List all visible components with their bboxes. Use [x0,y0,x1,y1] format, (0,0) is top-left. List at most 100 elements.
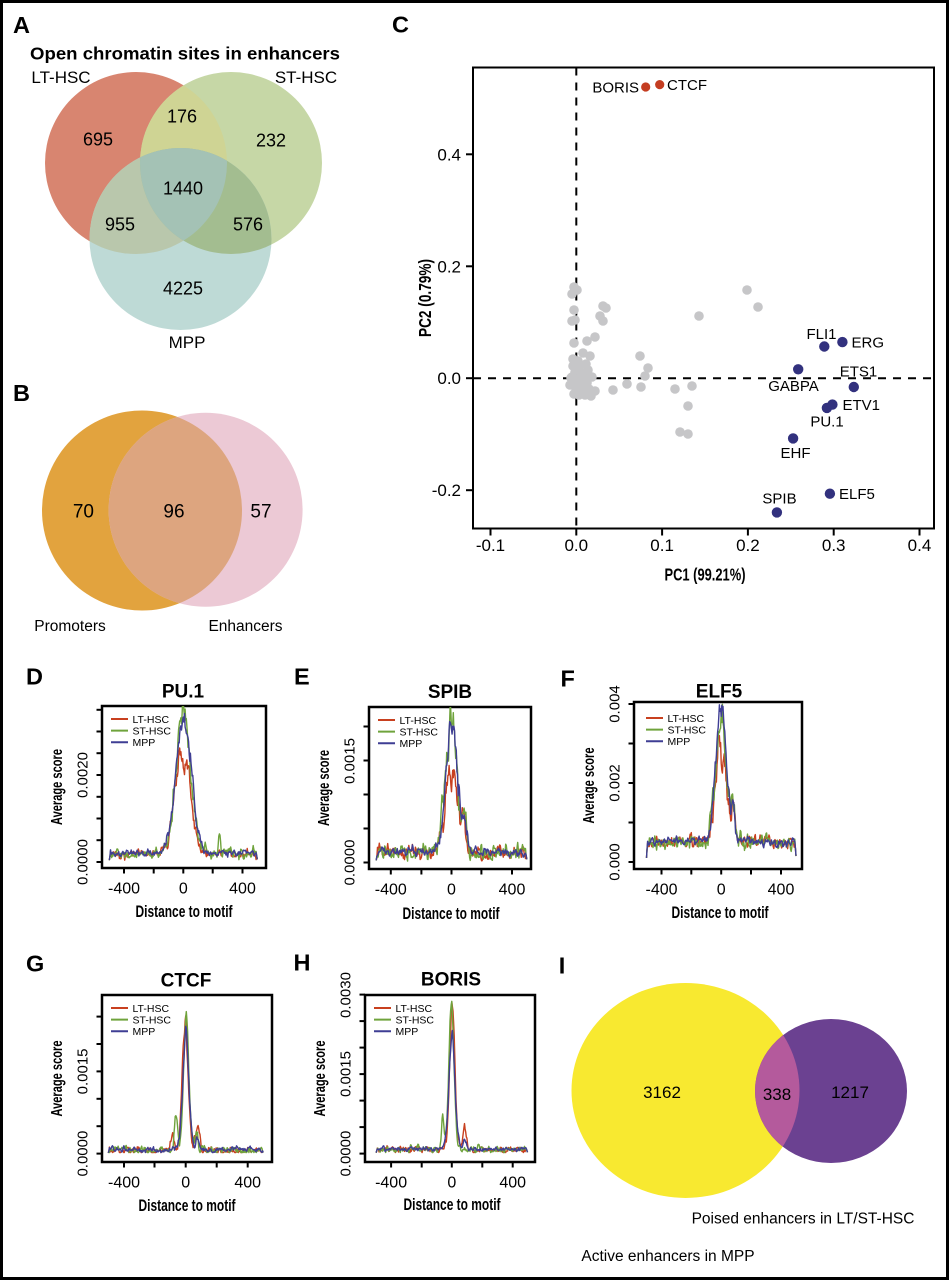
svg-text:MPP: MPP [169,333,206,352]
svg-text:400: 400 [499,1175,526,1192]
svg-text:CTCF: CTCF [667,77,707,94]
svg-text:ELF5: ELF5 [839,486,875,503]
svg-text:0.2: 0.2 [437,257,461,276]
svg-text:ST-HSC: ST-HSC [133,1015,172,1027]
svg-text:MPP: MPP [668,736,691,748]
svg-text:0.0000: 0.0000 [342,840,359,886]
svg-text:Distance to motif: Distance to motif [136,902,233,921]
svg-text:Promoters: Promoters [34,618,106,635]
svg-text:Average score: Average score [49,749,66,825]
svg-text:PC1 (99.21%): PC1 (99.21%) [665,565,746,585]
svg-text:0: 0 [717,882,726,899]
svg-text:0.0030: 0.0030 [338,972,355,1018]
svg-text:G: G [26,951,44,977]
svg-text:ST-HSC: ST-HSC [396,1015,435,1027]
svg-text:FLI1: FLI1 [806,326,836,343]
svg-text:PC2 (0.79%): PC2 (0.79%) [415,259,435,337]
svg-text:H: H [294,950,311,976]
svg-text:338: 338 [763,1085,791,1104]
svg-text:57: 57 [250,502,271,523]
svg-text:F: F [561,666,575,692]
svg-text:PU.1: PU.1 [810,414,843,431]
svg-text:0: 0 [179,881,188,898]
svg-text:0.4: 0.4 [437,145,461,164]
svg-text:ST-HSC: ST-HSC [275,68,337,87]
svg-text:0.0015: 0.0015 [338,1051,355,1097]
svg-text:BORIS: BORIS [421,970,481,991]
svg-text:0: 0 [181,1175,190,1192]
svg-text:Poised enhancers in LT/ST-HSC: Poised enhancers in LT/ST-HSC [692,1211,915,1228]
svg-text:D: D [26,664,43,690]
svg-text:Distance to motif: Distance to motif [403,904,500,923]
svg-text:Open chromatin sites in enhanc: Open chromatin sites in enhancers [30,44,340,64]
svg-text:400: 400 [768,882,795,899]
svg-text:B: B [13,380,30,406]
svg-text:ELF5: ELF5 [696,682,743,703]
svg-text:ST-HSC: ST-HSC [400,727,439,739]
svg-text:LT-HSC: LT-HSC [31,68,90,87]
svg-text:-400: -400 [375,1175,407,1192]
svg-text:ETV1: ETV1 [843,397,881,414]
svg-text:Average score: Average score [49,1040,66,1116]
svg-text:96: 96 [163,502,184,523]
svg-text:-0.2: -0.2 [432,481,461,500]
svg-text:Distance to motif: Distance to motif [672,903,769,922]
svg-text:Average score: Average score [312,1040,329,1116]
svg-text:0.2: 0.2 [736,536,760,555]
svg-text:0.0020: 0.0020 [75,752,92,798]
svg-text:576: 576 [233,215,263,235]
svg-text:E: E [294,664,310,690]
svg-text:ERG: ERG [852,335,885,352]
svg-text:232: 232 [256,131,286,151]
svg-text:MPP: MPP [400,738,423,750]
svg-text:0.004: 0.004 [607,685,624,723]
svg-text:-400: -400 [375,882,407,899]
svg-text:Average score: Average score [581,747,598,823]
svg-text:LT-HSC: LT-HSC [400,715,437,727]
svg-text:1217: 1217 [831,1083,869,1102]
svg-text:LT-HSC: LT-HSC [668,713,705,725]
svg-text:-400: -400 [108,881,140,898]
svg-text:176: 176 [167,107,197,127]
svg-text:-400: -400 [645,882,677,899]
svg-text:-400: -400 [108,1175,140,1192]
svg-text:Distance to motif: Distance to motif [404,1195,501,1214]
svg-text:0.002: 0.002 [607,764,624,802]
svg-text:LT-HSC: LT-HSC [133,1003,170,1015]
svg-text:0.0015: 0.0015 [342,738,359,784]
svg-text:695: 695 [83,130,113,150]
svg-text:Distance to motif: Distance to motif [139,1196,236,1215]
svg-text:0.0: 0.0 [564,536,588,555]
svg-text:LT-HSC: LT-HSC [396,1003,433,1015]
svg-text:0: 0 [447,882,456,899]
svg-text:1440: 1440 [163,179,203,199]
svg-text:955: 955 [105,215,135,235]
svg-text:GABPA: GABPA [768,378,819,395]
svg-text:0.0015: 0.0015 [75,1048,92,1094]
svg-text:ETS1: ETS1 [840,364,878,381]
svg-text:MPP: MPP [133,1026,156,1038]
svg-text:Active enhancers in MPP: Active enhancers in MPP [581,1248,754,1265]
svg-text:ST-HSC: ST-HSC [133,726,172,738]
svg-text:0.4: 0.4 [908,536,932,555]
svg-text:MPP: MPP [396,1026,419,1038]
svg-text:400: 400 [229,881,256,898]
svg-text:CTCF: CTCF [161,971,212,992]
svg-text:I: I [559,953,566,979]
svg-text:SPIB: SPIB [428,682,472,703]
svg-text:0.0000: 0.0000 [338,1131,355,1177]
svg-text:0.0000: 0.0000 [75,1131,92,1177]
svg-text:ST-HSC: ST-HSC [668,725,707,737]
svg-text:0.1: 0.1 [650,536,674,555]
svg-text:0: 0 [447,1175,456,1192]
svg-text:C: C [392,12,409,38]
svg-text:0.0000: 0.0000 [75,839,92,885]
svg-text:EHF: EHF [781,445,811,462]
svg-text:SPIB: SPIB [762,491,796,508]
svg-text:Average score: Average score [316,750,333,826]
svg-text:MPP: MPP [133,737,156,749]
svg-text:400: 400 [499,882,526,899]
svg-text:A: A [13,12,30,38]
svg-text:PU.1: PU.1 [162,682,205,703]
svg-text:3162: 3162 [643,1083,681,1102]
